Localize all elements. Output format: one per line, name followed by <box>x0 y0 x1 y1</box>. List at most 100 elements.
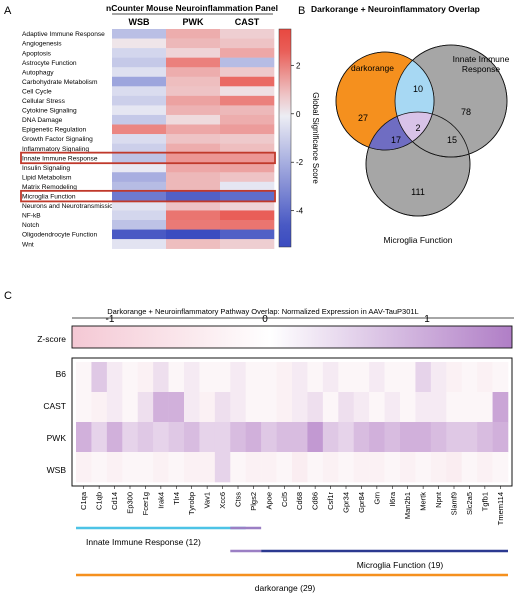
panel-a-heatmap-cell <box>112 191 167 202</box>
panel-c-heatmap-cell <box>307 392 324 423</box>
panel-c-heatmap-cell <box>168 452 185 483</box>
panel-a-heatmap-cell <box>220 48 275 58</box>
venn-count: 10 <box>413 84 423 94</box>
panel-c-heatmap-cell <box>292 392 308 423</box>
panel-c-heatmap-cell <box>384 422 401 453</box>
bracket-microglia-label: Microglia Function (19) <box>357 560 444 570</box>
panel-c-heatmap-cell <box>307 362 324 393</box>
panel-c-heatmap-cell <box>353 362 370 393</box>
panel-c-heatmap-cell <box>91 452 108 483</box>
panel-c-heatmap-cell <box>369 452 385 483</box>
panel-c-heatmap-cell <box>322 362 339 393</box>
panel-b-venn: Darkorange + Neuroinflammatory Overlap d… <box>311 4 510 245</box>
panel-c-heatmap-cell <box>122 422 139 453</box>
panel-c-heatmap-cell <box>338 392 355 423</box>
panel-a-heatmap-cell <box>220 29 275 39</box>
panel-a-heatmap-cell <box>166 134 221 144</box>
panel-a-heatmap-cell <box>166 76 221 87</box>
panel-a-heatmap-cell <box>112 105 167 116</box>
panel-c-gene-label: Gpr34 <box>342 492 351 513</box>
panel-a-heatmap-cell <box>112 124 167 135</box>
panel-a-heatmap-cell <box>166 29 221 39</box>
panel-c-heatmap-cell <box>307 422 324 453</box>
panel-c-gene-label: Ep300 <box>126 492 135 514</box>
panel-c-heatmap-cell <box>338 452 355 483</box>
panel-c-heatmap-cell <box>76 392 92 423</box>
panel-a-row-label: Cellular Stress <box>22 98 66 105</box>
panel-c-heatmap-cell <box>292 452 308 483</box>
panel-a-column-header: CAST <box>235 17 260 27</box>
panel-c-heatmap-cell <box>400 422 416 453</box>
venn-count: 78 <box>461 107 471 117</box>
panel-c-heatmap: Darkorange + Neuroinflammatory Pathway O… <box>37 307 514 593</box>
panel-c-gene-label: Ctss <box>234 492 243 507</box>
panel-a-heatmap-cell <box>220 67 275 78</box>
panel-c-heatmap-cell <box>91 392 108 423</box>
panel-c-gene-label: Tmem114 <box>496 492 505 525</box>
panel-c-heatmap-cell <box>276 362 293 393</box>
panel-a-heatmap-cell <box>112 181 167 192</box>
panel-a-heatmap-cell <box>112 220 167 230</box>
panel-c-heatmap-cell <box>76 422 92 453</box>
panel-letter-a: A <box>4 5 12 17</box>
panel-c-heatmap-cell <box>430 422 447 453</box>
panel-a-heatmap-cell <box>220 143 275 154</box>
panel-c-heatmap-cell <box>214 452 231 483</box>
panel-c-heatmap-cell <box>415 392 432 423</box>
panel-c-heatmap-cell <box>353 452 370 483</box>
panel-c-heatmap-cell <box>492 422 509 453</box>
panel-c-heatmap-cell <box>137 422 154 453</box>
panel-b-title: Darkorange + Neuroinflammatory Overlap <box>311 4 480 14</box>
panel-c-heatmap-cell <box>122 362 139 393</box>
panel-c-heatmap-cell <box>168 392 185 423</box>
panel-c-heatmap-cell <box>492 452 509 483</box>
panel-c-heatmap-cell <box>153 422 169 453</box>
panel-a-heatmap-cell <box>220 172 275 183</box>
panel-c-heatmap-cell <box>400 452 416 483</box>
panel-a-row-label: Matrix Remodeling <box>22 184 77 191</box>
panel-c-heatmap-cell <box>214 422 231 453</box>
panel-c-heatmap-cell <box>168 362 185 393</box>
panel-a-heatmap-cell <box>220 105 275 116</box>
panel-c-gene-label: Apoe <box>264 492 273 510</box>
panel-c-gene-label: Tlr4 <box>172 492 181 505</box>
panel-c-heatmap-cell <box>245 362 262 393</box>
panel-a-row-label: Adaptive Immune Response <box>22 31 105 38</box>
panel-c-gene-label: Slamf9 <box>450 492 459 515</box>
panel-letter-b: B <box>298 5 305 17</box>
panel-a-row-highlight <box>20 189 276 203</box>
panel-a-heatmap-cell <box>112 57 167 68</box>
bracket-darkorange-label: darkorange (29) <box>255 583 316 593</box>
panel-c-heatmap-cell <box>199 452 216 483</box>
panel-c-gene-label: Mertk <box>419 492 428 511</box>
panel-a-heatmap-cell <box>166 114 221 125</box>
panel-c-heatmap-cell <box>461 362 478 393</box>
panel-a-row-label: Oligodendrocyte Function <box>22 232 97 239</box>
panel-c-gene-label: Gpr84 <box>357 492 366 513</box>
panel-c-heatmap-cell <box>400 392 416 423</box>
panel-a-row-highlight <box>20 151 276 165</box>
panel-a-column-header: PWK <box>183 17 204 27</box>
panel-c-heatmap-cell <box>276 392 293 423</box>
panel-c-gene-label: Tyrobp <box>187 492 196 515</box>
panel-c-heatmap-cell <box>245 452 262 483</box>
panel-a-heatmap-cell <box>166 210 221 221</box>
panel-a-row-label: Autophagy <box>22 69 54 76</box>
panel-c-heatmap-cell <box>415 362 432 393</box>
panel-c-heatmap-cell <box>446 452 463 483</box>
panel-c-heatmap-cell <box>384 452 401 483</box>
panel-a-heatmap-cell <box>112 86 167 97</box>
bracket-innate-label: Innate Immune Response (12) <box>86 537 201 547</box>
panel-c-heatmap-cell <box>430 452 447 483</box>
panel-c-heatmap-cell <box>261 362 277 393</box>
panel-a-title: nCounter Mouse Neuroinflammation Panel <box>106 3 278 13</box>
venn-label-innate: Innate Immune Response <box>453 54 510 74</box>
panel-c-heatmap-cell <box>353 422 370 453</box>
panel-c-heatmap-cell <box>245 422 262 453</box>
panel-a-heatmap-cell <box>112 200 167 211</box>
panel-a-row-label: Growth Factor Signaling <box>22 136 93 143</box>
panel-c-heatmap-border <box>71 357 513 487</box>
panel-c-heatmap-cell <box>276 452 293 483</box>
panel-a-heatmap-cell <box>166 162 221 173</box>
panel-a-heatmap-cell <box>220 57 275 68</box>
